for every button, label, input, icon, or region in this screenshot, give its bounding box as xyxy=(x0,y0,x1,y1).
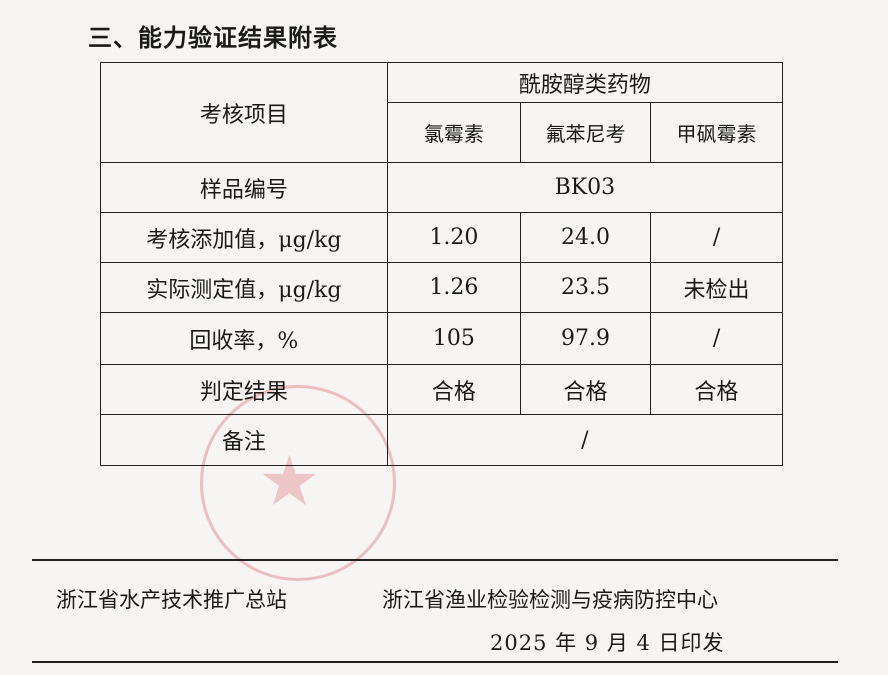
cell: 未检出 xyxy=(650,262,783,313)
cell: 1.20 xyxy=(386,212,521,263)
issuer-org-1: 浙江省水产技术推广总站 xyxy=(56,588,287,612)
drug-header: 氯霉素 xyxy=(386,102,521,163)
issue-date: 2025 年 9 月 4 日印发 xyxy=(490,631,725,655)
row-label: 回收率，% xyxy=(100,312,388,365)
cell: / xyxy=(650,312,783,365)
cell: 合格 xyxy=(519,364,652,415)
cell: 1.26 xyxy=(386,262,521,313)
cell: 97.9 xyxy=(519,312,652,365)
drug-header: 甲砜霉素 xyxy=(650,102,783,163)
group-header: 酰胺醇类药物 xyxy=(386,62,784,103)
sample-value: BK03 xyxy=(386,162,784,213)
cell: 24.0 xyxy=(519,212,652,263)
table-row: 考核添加值，μg/kg 1.20 24.0 / xyxy=(100,212,783,263)
row-label: 实际测定值，μg/kg xyxy=(100,262,388,313)
issuer-org-2: 浙江省渔业检验检测与疫病防控中心 xyxy=(382,588,718,612)
remark-label: 备注 xyxy=(100,414,388,466)
divider xyxy=(32,661,838,663)
cell: / xyxy=(650,212,783,263)
divider xyxy=(32,559,838,561)
section-title: 三、能力验证结果附表 xyxy=(88,24,338,52)
drug-header: 氟苯尼考 xyxy=(519,102,652,163)
table-row: 实际测定值，μg/kg 1.26 23.5 未检出 xyxy=(100,262,783,313)
remark-value: / xyxy=(386,414,784,466)
row-label: 考核添加值，μg/kg xyxy=(100,212,388,263)
cell: 23.5 xyxy=(519,262,652,313)
item-header: 考核项目 xyxy=(100,62,388,163)
cell: 105 xyxy=(386,312,521,365)
table-row: 判定结果 合格 合格 合格 xyxy=(100,364,783,415)
table-row: 回收率，% 105 97.9 / xyxy=(100,312,783,365)
sample-label: 样品编号 xyxy=(100,162,388,213)
cell: 合格 xyxy=(650,364,783,415)
cell: 合格 xyxy=(386,364,521,415)
results-table: 考核项目 酰胺醇类药物 氯霉素 氟苯尼考 甲砜霉素 样品编号 BK03 考核添加… xyxy=(100,62,784,466)
row-label: 判定结果 xyxy=(100,364,388,415)
